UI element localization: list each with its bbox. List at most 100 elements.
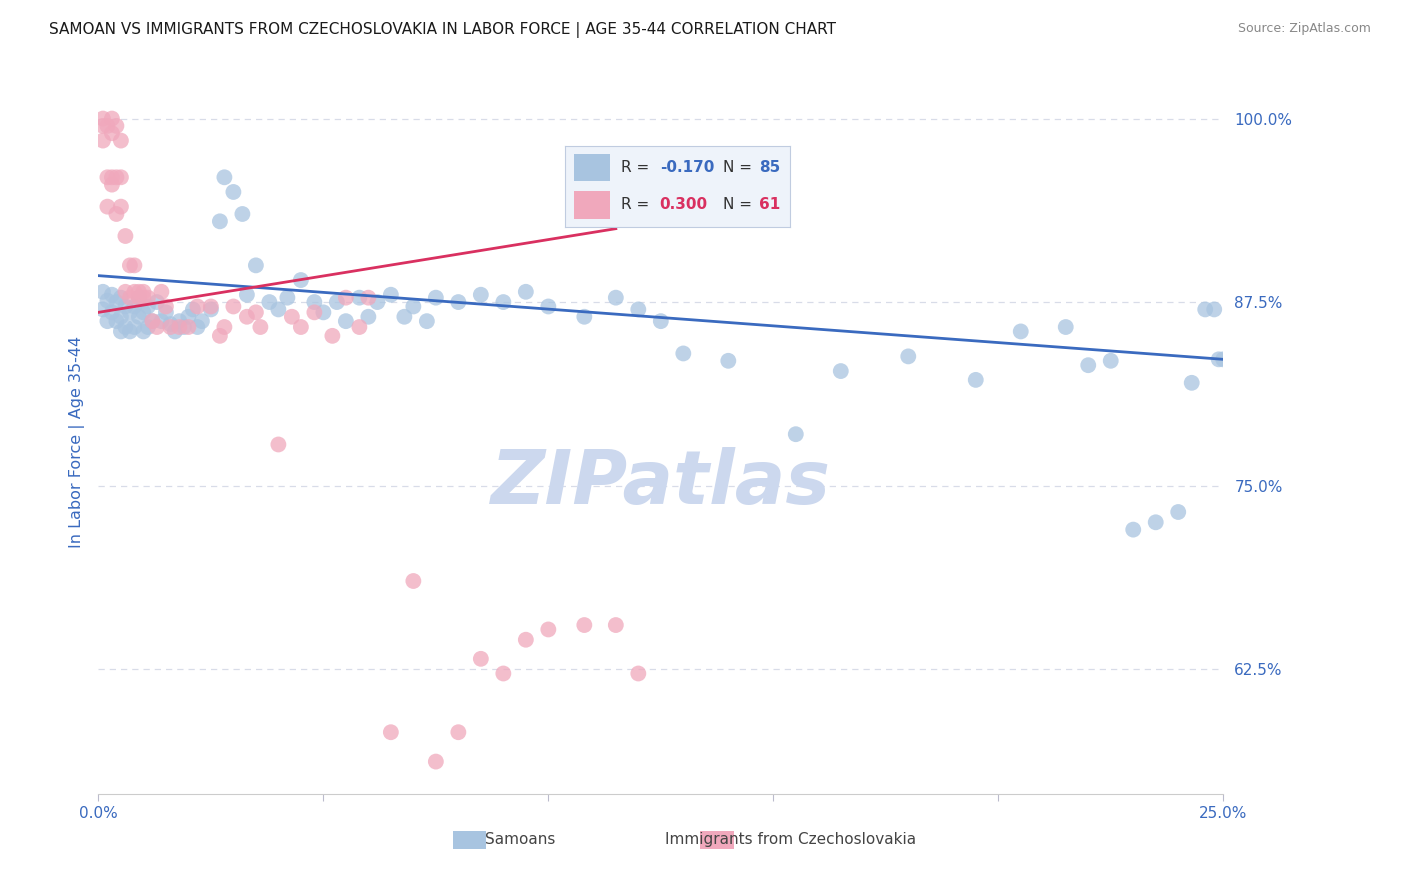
Point (101, 305, 124, 319)
Point (785, 427, 807, 442)
Point (146, 320, 169, 334)
Point (965, 373, 987, 387)
Point (181, 302, 204, 317)
Point (1181, 376, 1204, 390)
Point (416, 314, 439, 328)
Point (208, 214, 231, 228)
Point (118, 291, 141, 305)
Point (1122, 523, 1144, 537)
Point (335, 291, 357, 305)
Text: ZIPatlas: ZIPatlas (491, 447, 831, 520)
Point (349, 320, 371, 334)
Point (312, 305, 335, 319)
Point (186, 320, 208, 334)
Text: Source: ZipAtlas.com: Source: ZipAtlas.com (1237, 22, 1371, 36)
Point (605, 618, 627, 632)
Point (101, 112, 124, 126)
Point (132, 325, 155, 339)
Point (110, 134, 132, 148)
Point (128, 285, 150, 299)
Point (136, 291, 159, 305)
Point (447, 295, 470, 310)
Point (128, 291, 150, 305)
Point (128, 291, 150, 305)
Point (114, 229, 136, 244)
Point (1194, 302, 1216, 317)
Point (132, 305, 155, 319)
Point (537, 300, 560, 314)
Point (326, 295, 349, 310)
Point (124, 285, 146, 299)
Point (357, 310, 380, 324)
Point (150, 314, 173, 328)
Point (136, 300, 159, 314)
Point (470, 652, 492, 666)
Point (515, 285, 537, 299)
Point (132, 291, 155, 305)
Point (1077, 358, 1099, 372)
Point (627, 302, 650, 317)
Point (91, 119, 114, 133)
Point (672, 346, 695, 360)
Point (114, 320, 136, 334)
Point (335, 314, 357, 328)
Point (214, 320, 236, 334)
Point (155, 305, 177, 319)
Point (1099, 353, 1122, 368)
Point (349, 291, 371, 305)
Point (110, 200, 132, 214)
Point (91, 134, 114, 148)
Point (200, 302, 222, 317)
Point (163, 325, 186, 339)
Point (380, 287, 402, 301)
Point (124, 259, 146, 273)
Point (236, 310, 259, 324)
Point (124, 300, 146, 314)
Point (1144, 516, 1167, 530)
Point (650, 314, 672, 328)
Point (214, 170, 236, 185)
Point (96, 170, 118, 185)
Point (200, 300, 222, 314)
Point (402, 300, 425, 314)
Point (267, 437, 290, 451)
Point (128, 310, 150, 324)
Point (150, 285, 173, 299)
Point (141, 314, 163, 328)
Point (91, 112, 114, 126)
Point (155, 300, 177, 314)
Point (627, 666, 650, 681)
Point (191, 314, 214, 328)
Point (177, 310, 200, 324)
Point (425, 755, 447, 769)
Point (304, 305, 326, 319)
Point (159, 320, 181, 334)
Point (96, 314, 118, 328)
Point (492, 666, 515, 681)
Point (114, 300, 136, 314)
Bar (700, 830, 734, 849)
Point (380, 725, 402, 739)
Point (222, 300, 245, 314)
Point (118, 325, 141, 339)
Point (357, 291, 380, 305)
Point (114, 285, 136, 299)
Point (177, 320, 200, 334)
Point (105, 170, 128, 185)
Text: Immigrants from Czechoslovakia: Immigrants from Czechoslovakia (665, 832, 915, 847)
Point (1167, 505, 1189, 519)
Point (136, 320, 159, 334)
Point (159, 317, 181, 331)
Point (146, 295, 169, 310)
Bar (453, 830, 486, 849)
Point (447, 725, 470, 739)
Point (222, 185, 245, 199)
Point (1212, 352, 1234, 367)
Point (259, 295, 281, 310)
Point (1010, 325, 1032, 339)
Point (101, 287, 124, 301)
Point (208, 329, 231, 343)
Point (281, 310, 304, 324)
Point (245, 305, 267, 319)
Point (110, 291, 132, 305)
